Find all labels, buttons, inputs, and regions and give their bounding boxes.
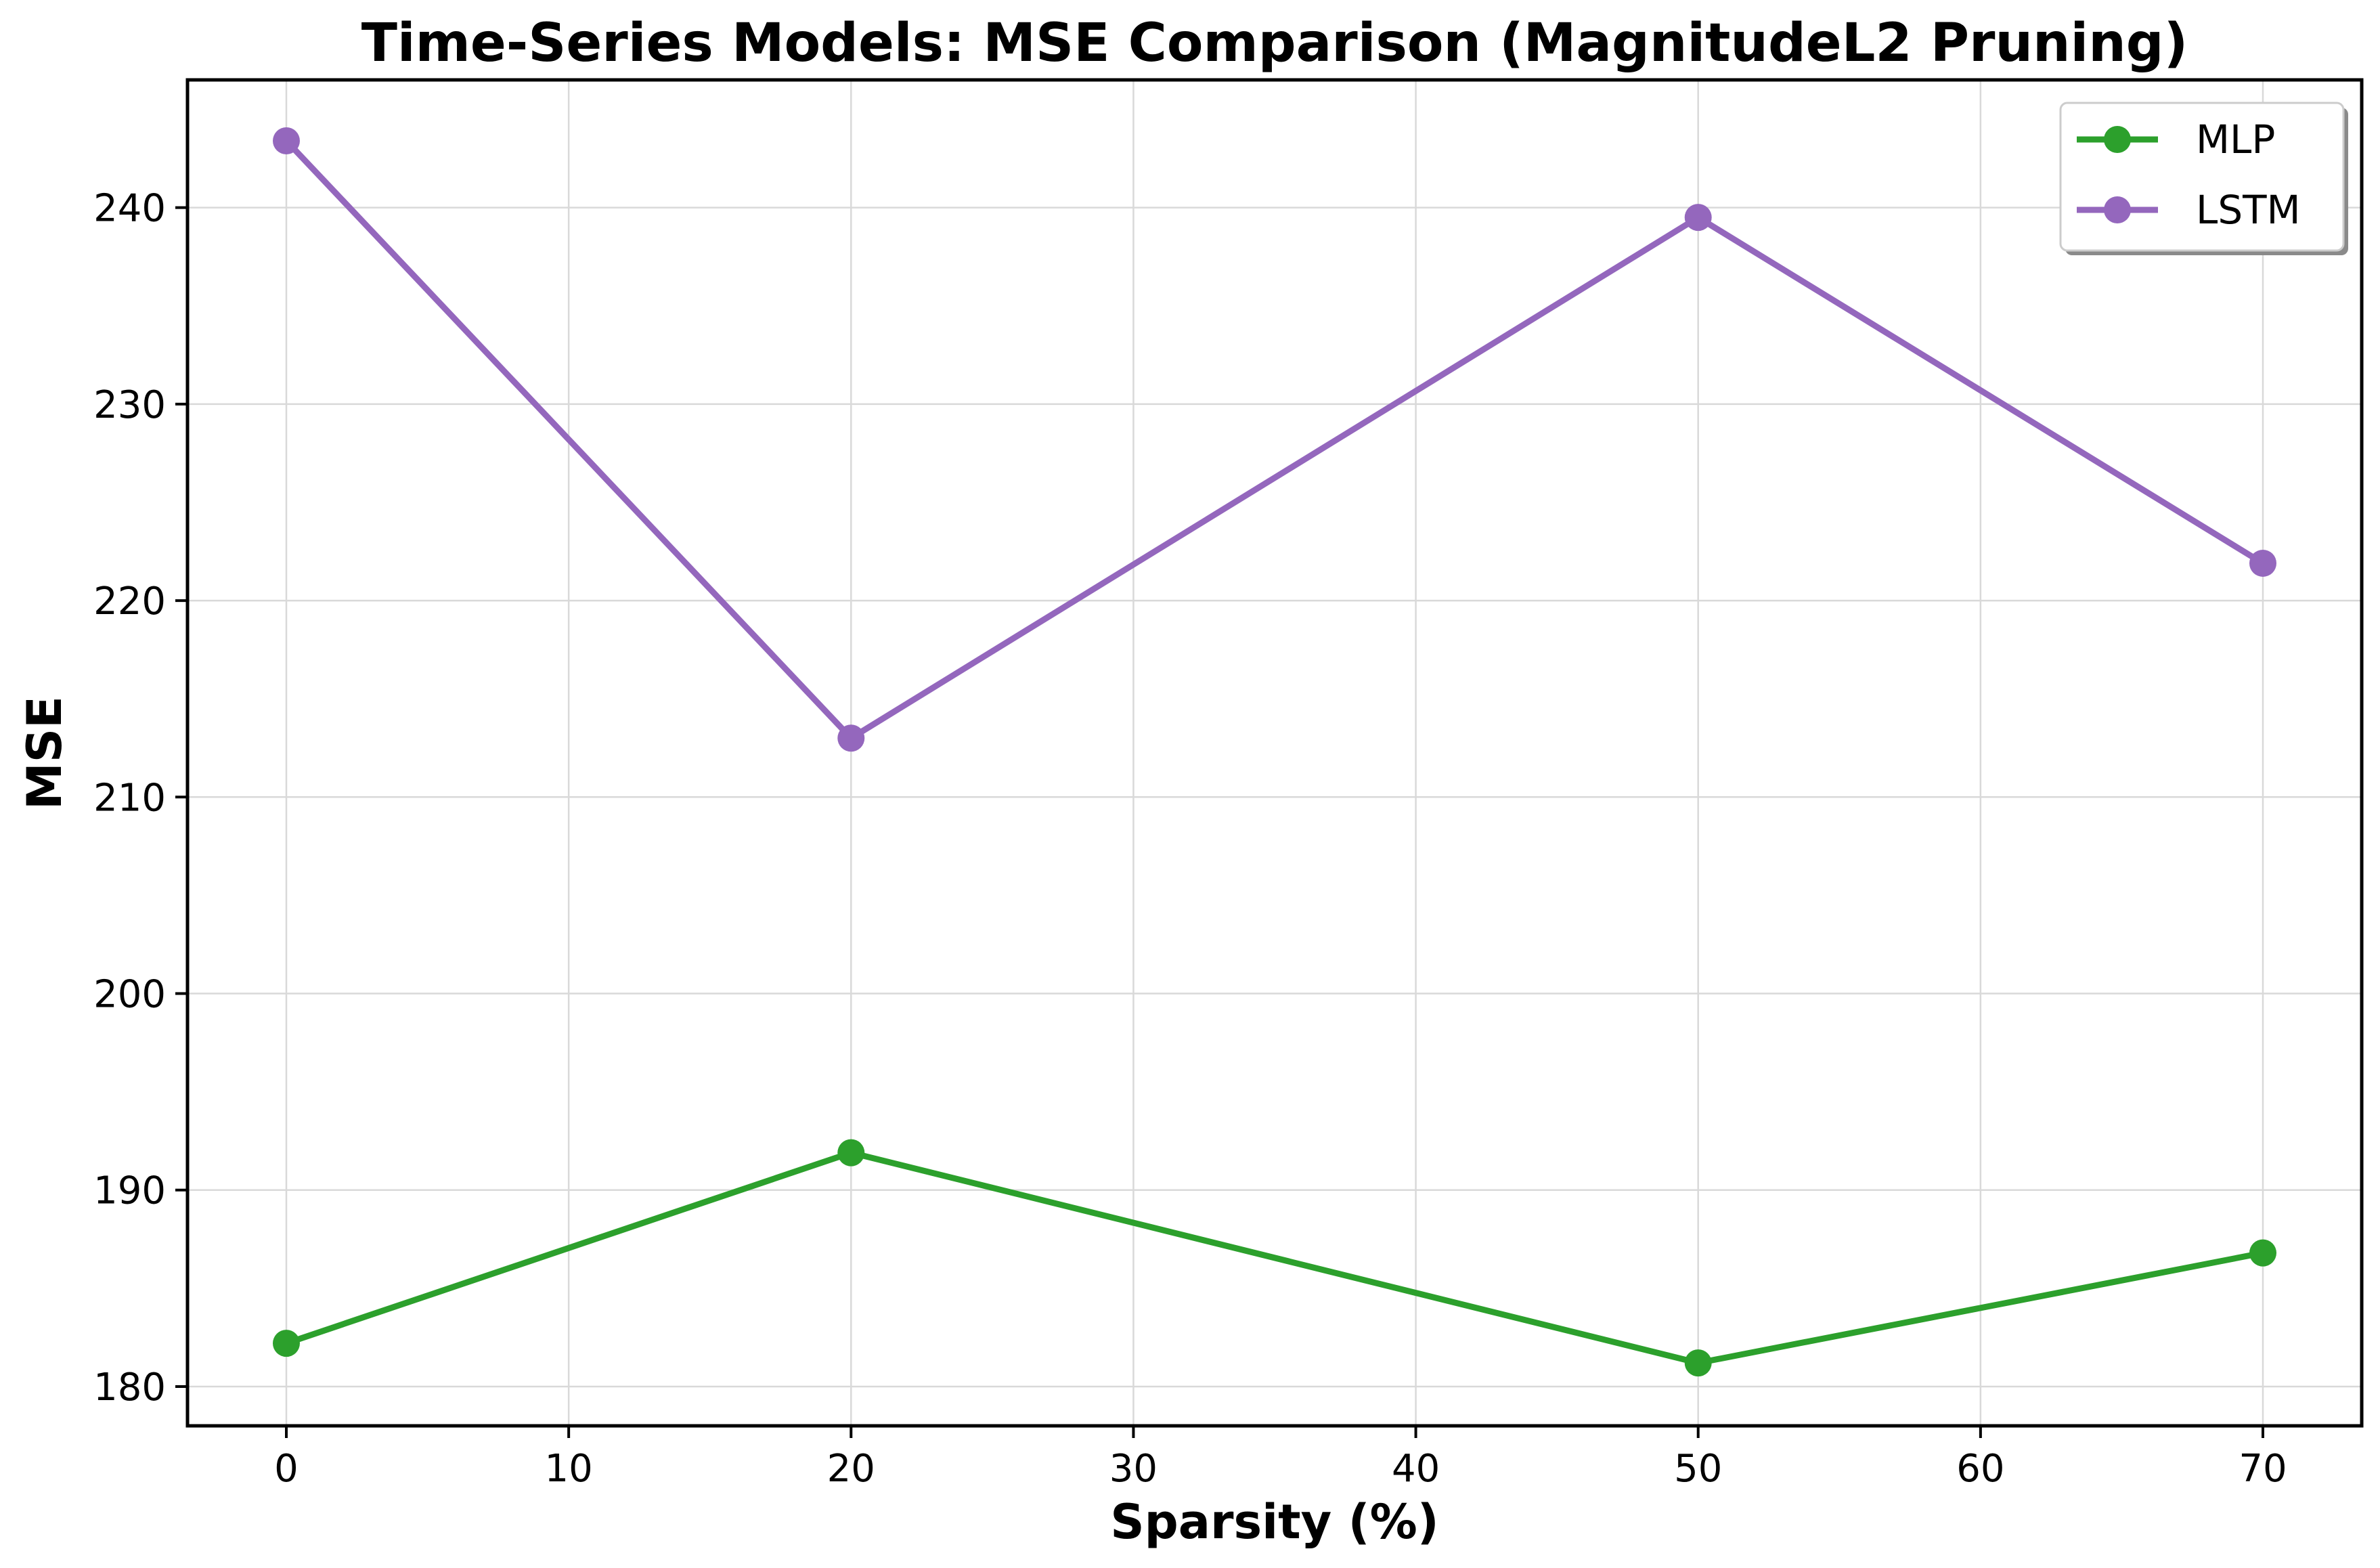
y-tick-label: 210 bbox=[93, 776, 166, 820]
x-tick-label: 0 bbox=[274, 1447, 299, 1491]
y-axis: 180 190 200 210 220 230 240 bbox=[93, 187, 188, 1410]
data-point-mlp bbox=[837, 1139, 865, 1167]
data-point-mlp bbox=[1684, 1349, 1712, 1377]
legend: MLP LSTM bbox=[2059, 102, 2348, 255]
data-point-lstm bbox=[837, 724, 865, 752]
series-line-mlp bbox=[283, 1150, 2266, 1366]
legend-label-mlp: MLP bbox=[2196, 116, 2275, 162]
data-point-lstm bbox=[1684, 204, 1712, 232]
y-axis-label: MSE bbox=[17, 696, 72, 810]
x-tick-label: 60 bbox=[1956, 1447, 2004, 1491]
y-tick-label: 190 bbox=[93, 1169, 166, 1213]
legend-marker-mlp bbox=[2104, 126, 2131, 153]
plot-frame bbox=[185, 78, 2364, 1428]
x-tick-label: 70 bbox=[2239, 1447, 2287, 1491]
series-line-lstm bbox=[283, 137, 2266, 741]
data-point-mlp bbox=[2249, 1239, 2276, 1267]
legend-label-lstm: LSTM bbox=[2196, 187, 2301, 233]
data-point-lstm bbox=[2249, 549, 2276, 577]
x-tick-label: 10 bbox=[545, 1447, 593, 1491]
y-tick-label: 180 bbox=[93, 1366, 166, 1410]
x-tick-label: 20 bbox=[827, 1447, 875, 1491]
x-tick-label: 40 bbox=[1392, 1447, 1440, 1491]
data-point-mlp bbox=[273, 1330, 300, 1357]
data-point-lstm bbox=[273, 127, 300, 154]
y-tick-label: 240 bbox=[93, 187, 166, 231]
x-axis-label: Sparsity (%) bbox=[1110, 1494, 1439, 1550]
x-tick-label: 30 bbox=[1109, 1447, 1158, 1491]
chart-title: Time-Series Models: MSE Comparison (Magn… bbox=[361, 13, 2188, 74]
x-tick-label: 50 bbox=[1674, 1447, 1722, 1491]
x-axis: 0 10 20 30 40 50 60 70 bbox=[274, 1426, 2287, 1491]
y-tick-label: 200 bbox=[93, 973, 166, 1017]
y-tick-label: 220 bbox=[93, 580, 166, 624]
y-tick-label: 230 bbox=[93, 383, 166, 427]
legend-marker-lstm bbox=[2104, 196, 2131, 223]
series-layer bbox=[273, 127, 2276, 1377]
